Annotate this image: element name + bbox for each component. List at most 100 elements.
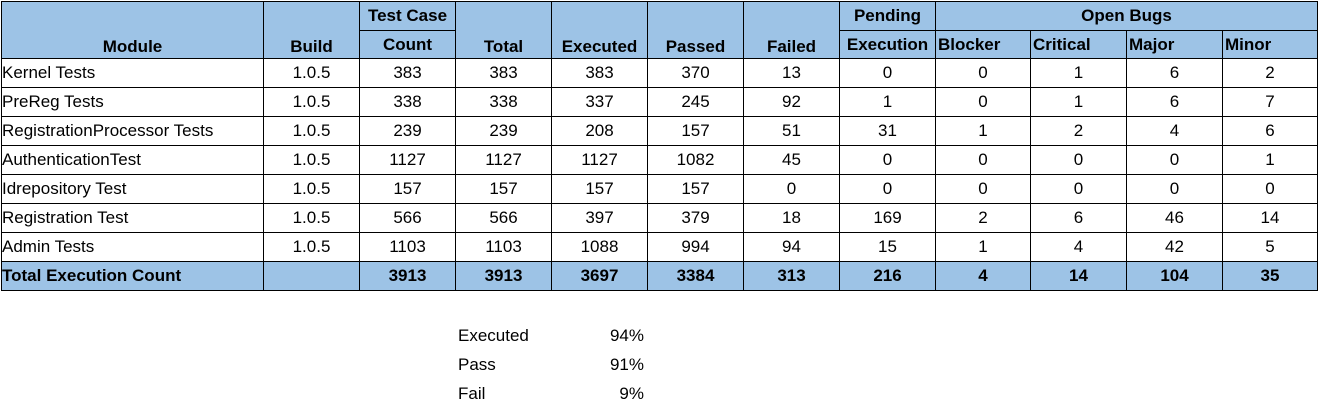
cell-executed: 397 xyxy=(551,203,648,233)
table-row: Admin Tests 1.0.5 1103 1103 1088 994 94 15 1 4 42 5 xyxy=(1,232,1318,262)
cell-module: Kernel Tests xyxy=(1,58,264,88)
cell-major: 42 xyxy=(1126,232,1223,262)
cell-blocker: 1 xyxy=(935,116,1031,146)
cell-failed: 0 xyxy=(743,174,840,204)
cell-blocker: 0 xyxy=(935,58,1031,88)
cell-minor: 0 xyxy=(1222,174,1318,204)
cell-critical: 0 xyxy=(1030,145,1127,175)
cell-executed: 1088 xyxy=(551,232,648,262)
cell-executed: 1127 xyxy=(551,145,648,175)
cell-total: 566 xyxy=(455,203,552,233)
header-major: Major xyxy=(1126,30,1223,59)
cell-passed: 379 xyxy=(647,203,744,233)
header-open-bugs: Open Bugs xyxy=(935,1,1318,31)
cell-blocker: 0 xyxy=(935,174,1031,204)
header-passed: Passed xyxy=(647,1,744,59)
cell-critical: 0 xyxy=(1030,174,1127,204)
execution-summary: Executed 94% Pass 91% Fail 9% xyxy=(458,321,644,408)
cell-executed: 208 xyxy=(551,116,648,146)
cell-executed: 337 xyxy=(551,87,648,117)
header-pending-line2: Execution xyxy=(839,30,936,59)
header-row-top: Module Build Test Case Total Executed Pa… xyxy=(1,1,1318,59)
cell-total: 239 xyxy=(455,116,552,146)
cell-total: 383 xyxy=(455,58,552,88)
cell-pending: 15 xyxy=(839,232,936,262)
total-cell-passed: 3384 xyxy=(647,261,744,291)
table-row: Registration Test 1.0.5 566 566 397 379 18 169 2… xyxy=(1,203,1318,233)
cell-failed: 13 xyxy=(743,58,840,88)
cell-module: PreReg Tests xyxy=(1,87,264,117)
table-row: AuthenticationTest 1.0.5 1127 1127 1127 1082 4… xyxy=(1,145,1318,175)
cell-total: 157 xyxy=(455,174,552,204)
test-execution-table: Module Build Test Case Total Executed Pa… xyxy=(1,1,1318,291)
cell-major: 0 xyxy=(1126,145,1223,175)
cell-pending: 1 xyxy=(839,87,936,117)
cell-passed: 370 xyxy=(647,58,744,88)
cell-count: 1127 xyxy=(359,145,456,175)
cell-major: 6 xyxy=(1126,58,1223,88)
cell-pending: 0 xyxy=(839,145,936,175)
cell-count: 383 xyxy=(359,58,456,88)
header-blocker: Blocker xyxy=(935,30,1031,59)
summary-label: Fail xyxy=(458,384,486,403)
cell-minor: 6 xyxy=(1222,116,1318,146)
header-test-case-count-line2: Count xyxy=(359,30,456,59)
cell-executed: 383 xyxy=(551,58,648,88)
total-cell-major: 104 xyxy=(1126,261,1223,291)
summary-row-pass: Pass 91% xyxy=(458,350,644,379)
cell-critical: 1 xyxy=(1030,87,1127,117)
cell-passed: 157 xyxy=(647,174,744,204)
total-cell-label: Total Execution Count xyxy=(1,261,264,291)
cell-module: Registration Test xyxy=(1,203,264,233)
cell-minor: 2 xyxy=(1222,58,1318,88)
cell-pending: 0 xyxy=(839,174,936,204)
cell-build: 1.0.5 xyxy=(263,232,360,262)
table-row: Kernel Tests 1.0.5 383 383 383 370 13 0 0 1 6 2 xyxy=(1,58,1318,88)
summary-row-fail: Fail 9% xyxy=(458,379,644,408)
cell-minor: 14 xyxy=(1222,203,1318,233)
cell-passed: 157 xyxy=(647,116,744,146)
total-cell-blocker: 4 xyxy=(935,261,1031,291)
summary-row-executed: Executed 94% xyxy=(458,321,644,350)
cell-minor: 5 xyxy=(1222,232,1318,262)
cell-failed: 51 xyxy=(743,116,840,146)
cell-blocker: 1 xyxy=(935,232,1031,262)
cell-major: 4 xyxy=(1126,116,1223,146)
cell-build: 1.0.5 xyxy=(263,174,360,204)
cell-blocker: 2 xyxy=(935,203,1031,233)
cell-count: 1103 xyxy=(359,232,456,262)
header-module: Module xyxy=(1,1,264,59)
cell-major: 6 xyxy=(1126,87,1223,117)
table-row: PreReg Tests 1.0.5 338 338 337 245 92 1 0 1 6 7 xyxy=(1,87,1318,117)
cell-passed: 245 xyxy=(647,87,744,117)
cell-failed: 18 xyxy=(743,203,840,233)
cell-count: 157 xyxy=(359,174,456,204)
cell-blocker: 0 xyxy=(935,87,1031,117)
header-build: Build xyxy=(263,1,360,59)
header-executed: Executed xyxy=(551,1,648,59)
cell-minor: 7 xyxy=(1222,87,1318,117)
header-critical: Critical xyxy=(1030,30,1127,59)
total-cell-minor: 35 xyxy=(1222,261,1318,291)
cell-total: 1127 xyxy=(455,145,552,175)
total-cell-total: 3913 xyxy=(455,261,552,291)
cell-count: 566 xyxy=(359,203,456,233)
cell-total: 338 xyxy=(455,87,552,117)
header-test-case-count-line1: Test Case xyxy=(359,1,456,31)
cell-executed: 157 xyxy=(551,174,648,204)
cell-failed: 92 xyxy=(743,87,840,117)
cell-pending: 0 xyxy=(839,58,936,88)
header-failed: Failed xyxy=(743,1,840,59)
cell-count: 239 xyxy=(359,116,456,146)
cell-passed: 1082 xyxy=(647,145,744,175)
total-cell-critical: 14 xyxy=(1030,261,1127,291)
cell-major: 46 xyxy=(1126,203,1223,233)
total-cell-failed: 313 xyxy=(743,261,840,291)
cell-critical: 2 xyxy=(1030,116,1127,146)
header-total: Total xyxy=(455,1,552,59)
total-cell-count: 3913 xyxy=(359,261,456,291)
cell-total: 1103 xyxy=(455,232,552,262)
cell-build: 1.0.5 xyxy=(263,116,360,146)
table-row: Idrepository Test 1.0.5 157 157 157 157 0 0 0 0 0 0 xyxy=(1,174,1318,204)
cell-minor: 1 xyxy=(1222,145,1318,175)
